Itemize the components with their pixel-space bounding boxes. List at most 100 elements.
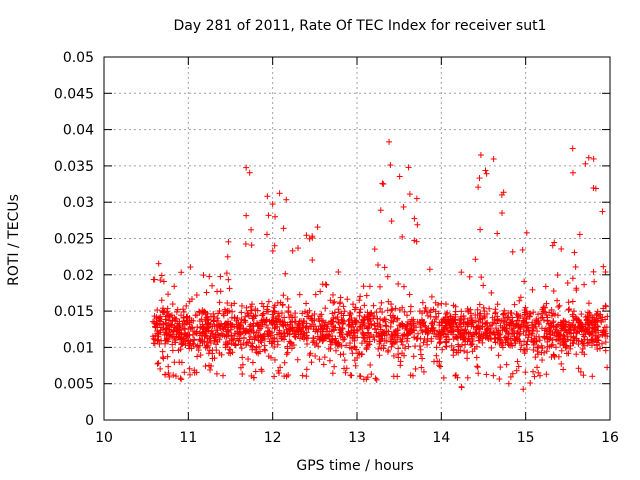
data-point (187, 264, 194, 271)
data-point (507, 373, 514, 380)
data-point (400, 203, 407, 210)
data-point (311, 341, 318, 348)
data-point (166, 373, 173, 380)
data-point (279, 301, 286, 308)
data-point (481, 308, 488, 315)
data-point (225, 318, 232, 325)
data-point (575, 341, 582, 348)
data-point (394, 330, 401, 337)
data-point (192, 312, 199, 319)
data-point (162, 371, 169, 378)
data-point (171, 283, 178, 290)
data-point (269, 321, 276, 328)
data-point (341, 357, 348, 364)
data-point (343, 342, 350, 349)
data-point (221, 306, 228, 313)
data-point (464, 305, 471, 312)
data-point (575, 365, 582, 372)
data-point (223, 333, 230, 340)
data-point (483, 170, 490, 177)
data-point (186, 365, 193, 372)
data-point (427, 309, 434, 316)
data-point (239, 354, 246, 361)
data-point (377, 323, 384, 330)
data-point (534, 351, 541, 358)
data-point (360, 283, 367, 290)
data-point (528, 321, 535, 328)
data-point (186, 345, 193, 352)
data-point (553, 328, 560, 335)
data-point (158, 272, 165, 279)
data-point (520, 386, 527, 393)
data-point (402, 345, 409, 352)
data-point (472, 256, 479, 263)
data-point (320, 361, 327, 368)
data-point (536, 372, 543, 379)
data-point (265, 333, 272, 340)
data-point (207, 321, 214, 328)
data-point (480, 304, 487, 311)
data-point (312, 291, 319, 298)
data-point (303, 373, 310, 380)
data-point (271, 373, 278, 380)
data-point (602, 330, 609, 337)
data-point (578, 311, 585, 318)
data-point (280, 292, 287, 299)
data-point (349, 335, 356, 342)
data-point (399, 233, 406, 240)
data-point (569, 145, 576, 152)
data-point (394, 334, 401, 341)
data-point (341, 308, 348, 315)
data-point (163, 326, 170, 333)
data-point (565, 299, 572, 306)
data-point (395, 345, 402, 352)
data-point (218, 351, 225, 358)
data-point (541, 327, 548, 334)
data-point (198, 316, 205, 323)
data-point (337, 351, 344, 358)
data-point (203, 343, 210, 350)
data-point (569, 321, 576, 328)
data-point (364, 309, 371, 316)
data-point (476, 301, 483, 308)
data-point (504, 314, 511, 321)
data-point (532, 321, 539, 328)
data-point (361, 302, 368, 309)
data-point (583, 317, 590, 324)
data-point (534, 364, 541, 371)
data-point (596, 345, 603, 352)
data-point (274, 341, 281, 348)
data-point (407, 303, 414, 310)
data-point (586, 325, 593, 332)
data-point (580, 331, 587, 338)
data-point (413, 195, 420, 202)
y-tick-label: 0.02 (63, 268, 94, 284)
data-point (384, 307, 391, 314)
x-tick-label: 10 (95, 430, 113, 446)
data-point (243, 304, 250, 311)
data-point (428, 293, 435, 300)
data-point (306, 235, 313, 242)
data-point (332, 347, 339, 354)
data-point (174, 306, 181, 313)
data-point (523, 316, 530, 323)
data-point (216, 299, 223, 306)
data-point (224, 341, 231, 348)
data-point (509, 248, 516, 255)
data-point (478, 274, 485, 281)
data-point (502, 327, 509, 334)
data-point (458, 313, 465, 320)
data-point (496, 375, 503, 382)
data-point (221, 321, 228, 328)
data-point (573, 287, 580, 294)
data-point (476, 322, 483, 329)
data-point (178, 269, 185, 276)
data-point (433, 352, 440, 359)
data-point (462, 338, 469, 345)
data-point (560, 366, 567, 373)
data-point (155, 331, 162, 338)
data-point (419, 299, 426, 306)
data-point (423, 326, 430, 333)
data-point (363, 376, 370, 383)
data-point (467, 306, 474, 313)
